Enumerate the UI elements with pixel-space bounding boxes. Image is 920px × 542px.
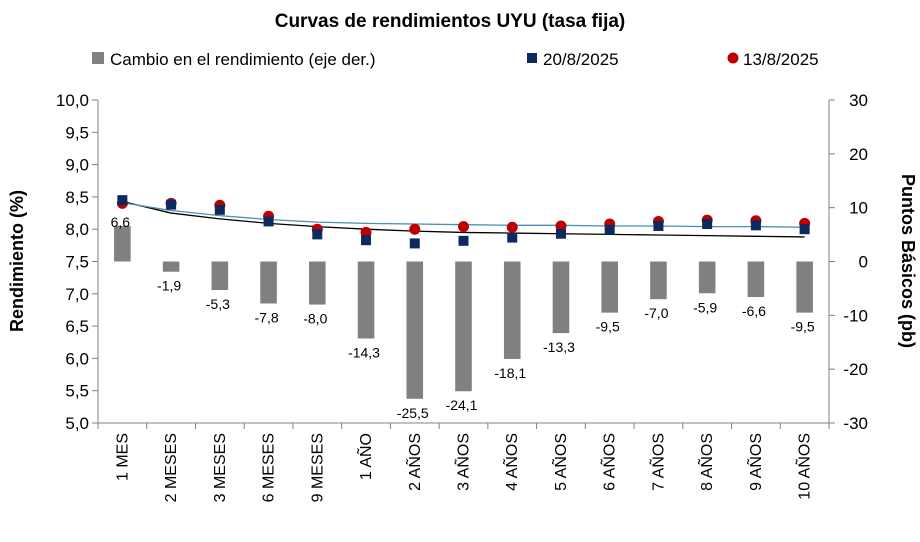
point-13-8 xyxy=(506,221,518,233)
y-right-tick-label: 0 xyxy=(859,253,868,272)
y-left-tick-label: 6,0 xyxy=(65,349,89,368)
bar-change xyxy=(114,225,131,262)
point-20-8 xyxy=(507,232,518,243)
point-20-8 xyxy=(702,219,713,230)
x-category-label: 2 MESES xyxy=(163,433,180,502)
y-left-tick-label: 9,5 xyxy=(65,123,89,142)
legend: Cambio en el rendimiento (eje der.) 20/8… xyxy=(92,50,819,69)
point-13-8 xyxy=(458,221,469,233)
y-right-tick-label: 30 xyxy=(849,91,868,110)
legend-swatch-square xyxy=(527,53,537,63)
point-20-8 xyxy=(166,199,177,210)
bar-data-label: -9,5 xyxy=(791,319,815,335)
y-left-tick-label: 5,5 xyxy=(65,382,89,401)
y-left-tick-label: 10,0 xyxy=(56,91,89,110)
bar-change xyxy=(455,261,472,392)
bar-data-label: -24,1 xyxy=(446,397,478,413)
x-category-label: 8 AÑOS xyxy=(696,433,716,491)
bar-change xyxy=(650,261,667,300)
bar-data-label: -6,6 xyxy=(742,303,766,319)
bar-data-label: -7,0 xyxy=(644,305,668,321)
bar-change xyxy=(260,261,277,304)
bar-change xyxy=(601,261,618,313)
point-20-8 xyxy=(604,224,615,235)
y-left-tick-label: 7,5 xyxy=(65,253,89,272)
bar-data-label: -5,9 xyxy=(693,299,717,315)
point-20-8 xyxy=(214,204,225,215)
bar-change xyxy=(309,261,326,305)
legend-label-bar: Cambio en el rendimiento (eje der.) xyxy=(110,50,376,69)
x-category-label: 6 AÑOS xyxy=(599,433,619,491)
point-13-8 xyxy=(555,220,567,232)
bar-change xyxy=(211,261,229,291)
bar-data-label: -7,8 xyxy=(255,309,279,325)
x-category-label: 4 AÑOS xyxy=(501,433,521,491)
bar-change xyxy=(357,261,375,339)
bar-change xyxy=(698,261,716,294)
legend-swatch-bar xyxy=(92,52,104,64)
bar-change xyxy=(406,261,424,399)
point-20-8 xyxy=(312,229,323,240)
x-category-label: 1 MES xyxy=(114,433,131,481)
trendline-20-8 xyxy=(122,200,805,238)
x-category-label: 9 MESES xyxy=(309,433,326,502)
point-20-8 xyxy=(750,220,761,231)
y-axis-left-title: Rendimiento (%) xyxy=(7,190,27,332)
bar-data-label: -9,5 xyxy=(596,319,620,335)
legend-label-13-8: 13/8/2025 xyxy=(743,50,819,69)
point-20-8 xyxy=(555,228,566,239)
point-13-8 xyxy=(409,223,421,235)
x-category-label: 3 MESES xyxy=(212,433,229,502)
x-category-label: 6 MESES xyxy=(261,433,278,502)
x-category-label: 5 AÑOS xyxy=(550,433,570,491)
point-20-8 xyxy=(117,195,128,206)
bar-change xyxy=(552,261,570,334)
x-category-label: 2 AÑOS xyxy=(404,433,424,491)
point-20-8 xyxy=(263,216,274,227)
point-20-8 xyxy=(409,238,420,249)
x-category-label: 1 AÑO xyxy=(355,433,375,480)
bar-data-label: -18,1 xyxy=(494,365,526,381)
x-category-label: 9 AÑOS xyxy=(745,433,765,491)
y-left-tick-label: 7,0 xyxy=(65,285,89,304)
bar-change xyxy=(162,261,180,272)
y-left-tick-label: 8,5 xyxy=(65,188,89,207)
y-right-tick-label: -20 xyxy=(843,360,868,379)
legend-label-20-8: 20/8/2025 xyxy=(543,50,619,69)
y-left-tick-label: 5,0 xyxy=(65,414,89,433)
y-left-tick-label: 6,5 xyxy=(65,317,89,336)
bar-data-label: -8,0 xyxy=(303,311,327,327)
bar-change xyxy=(796,261,813,313)
chart-title: Curvas de rendimientos UYU (tasa fija) xyxy=(275,11,626,32)
point-20-8 xyxy=(653,220,664,231)
y-left-tick-label: 8,0 xyxy=(65,220,89,239)
bar-change xyxy=(747,261,765,298)
point-13-8 xyxy=(360,226,372,238)
bar-data-label: -1,9 xyxy=(157,278,181,294)
bar-data-label: -25,5 xyxy=(397,405,429,421)
bar-change xyxy=(503,261,521,359)
bar-data-label: 6,6 xyxy=(111,214,131,230)
x-category-label: 7 AÑOS xyxy=(647,433,667,491)
legend-swatch-circle xyxy=(727,52,739,64)
y-right-tick-label: -10 xyxy=(843,306,868,325)
plot-area: 5,0 5,5 6,0 6,5 7,0 7,5 8,0 8,5 9,0 9,5 10,0 -30 -20… xyxy=(56,91,868,502)
point-20-8 xyxy=(799,224,810,235)
y-right-tick-label: 20 xyxy=(849,145,868,164)
point-20-8 xyxy=(361,235,372,246)
x-category-label: 10 AÑOS xyxy=(794,433,814,500)
y-right-tick-label: 10 xyxy=(849,199,868,218)
x-category-label: 3 AÑOS xyxy=(453,433,473,491)
y-axis-right-title: Puntos Básicos (pb) xyxy=(898,174,918,348)
y-right-tick-label: -30 xyxy=(843,414,868,433)
bar-data-label: -14,3 xyxy=(348,344,380,360)
bar-data-label: -5,3 xyxy=(206,296,230,312)
point-20-8 xyxy=(458,235,469,246)
y-left-tick-label: 9,0 xyxy=(65,156,89,175)
bar-data-label: -13,3 xyxy=(543,339,575,355)
